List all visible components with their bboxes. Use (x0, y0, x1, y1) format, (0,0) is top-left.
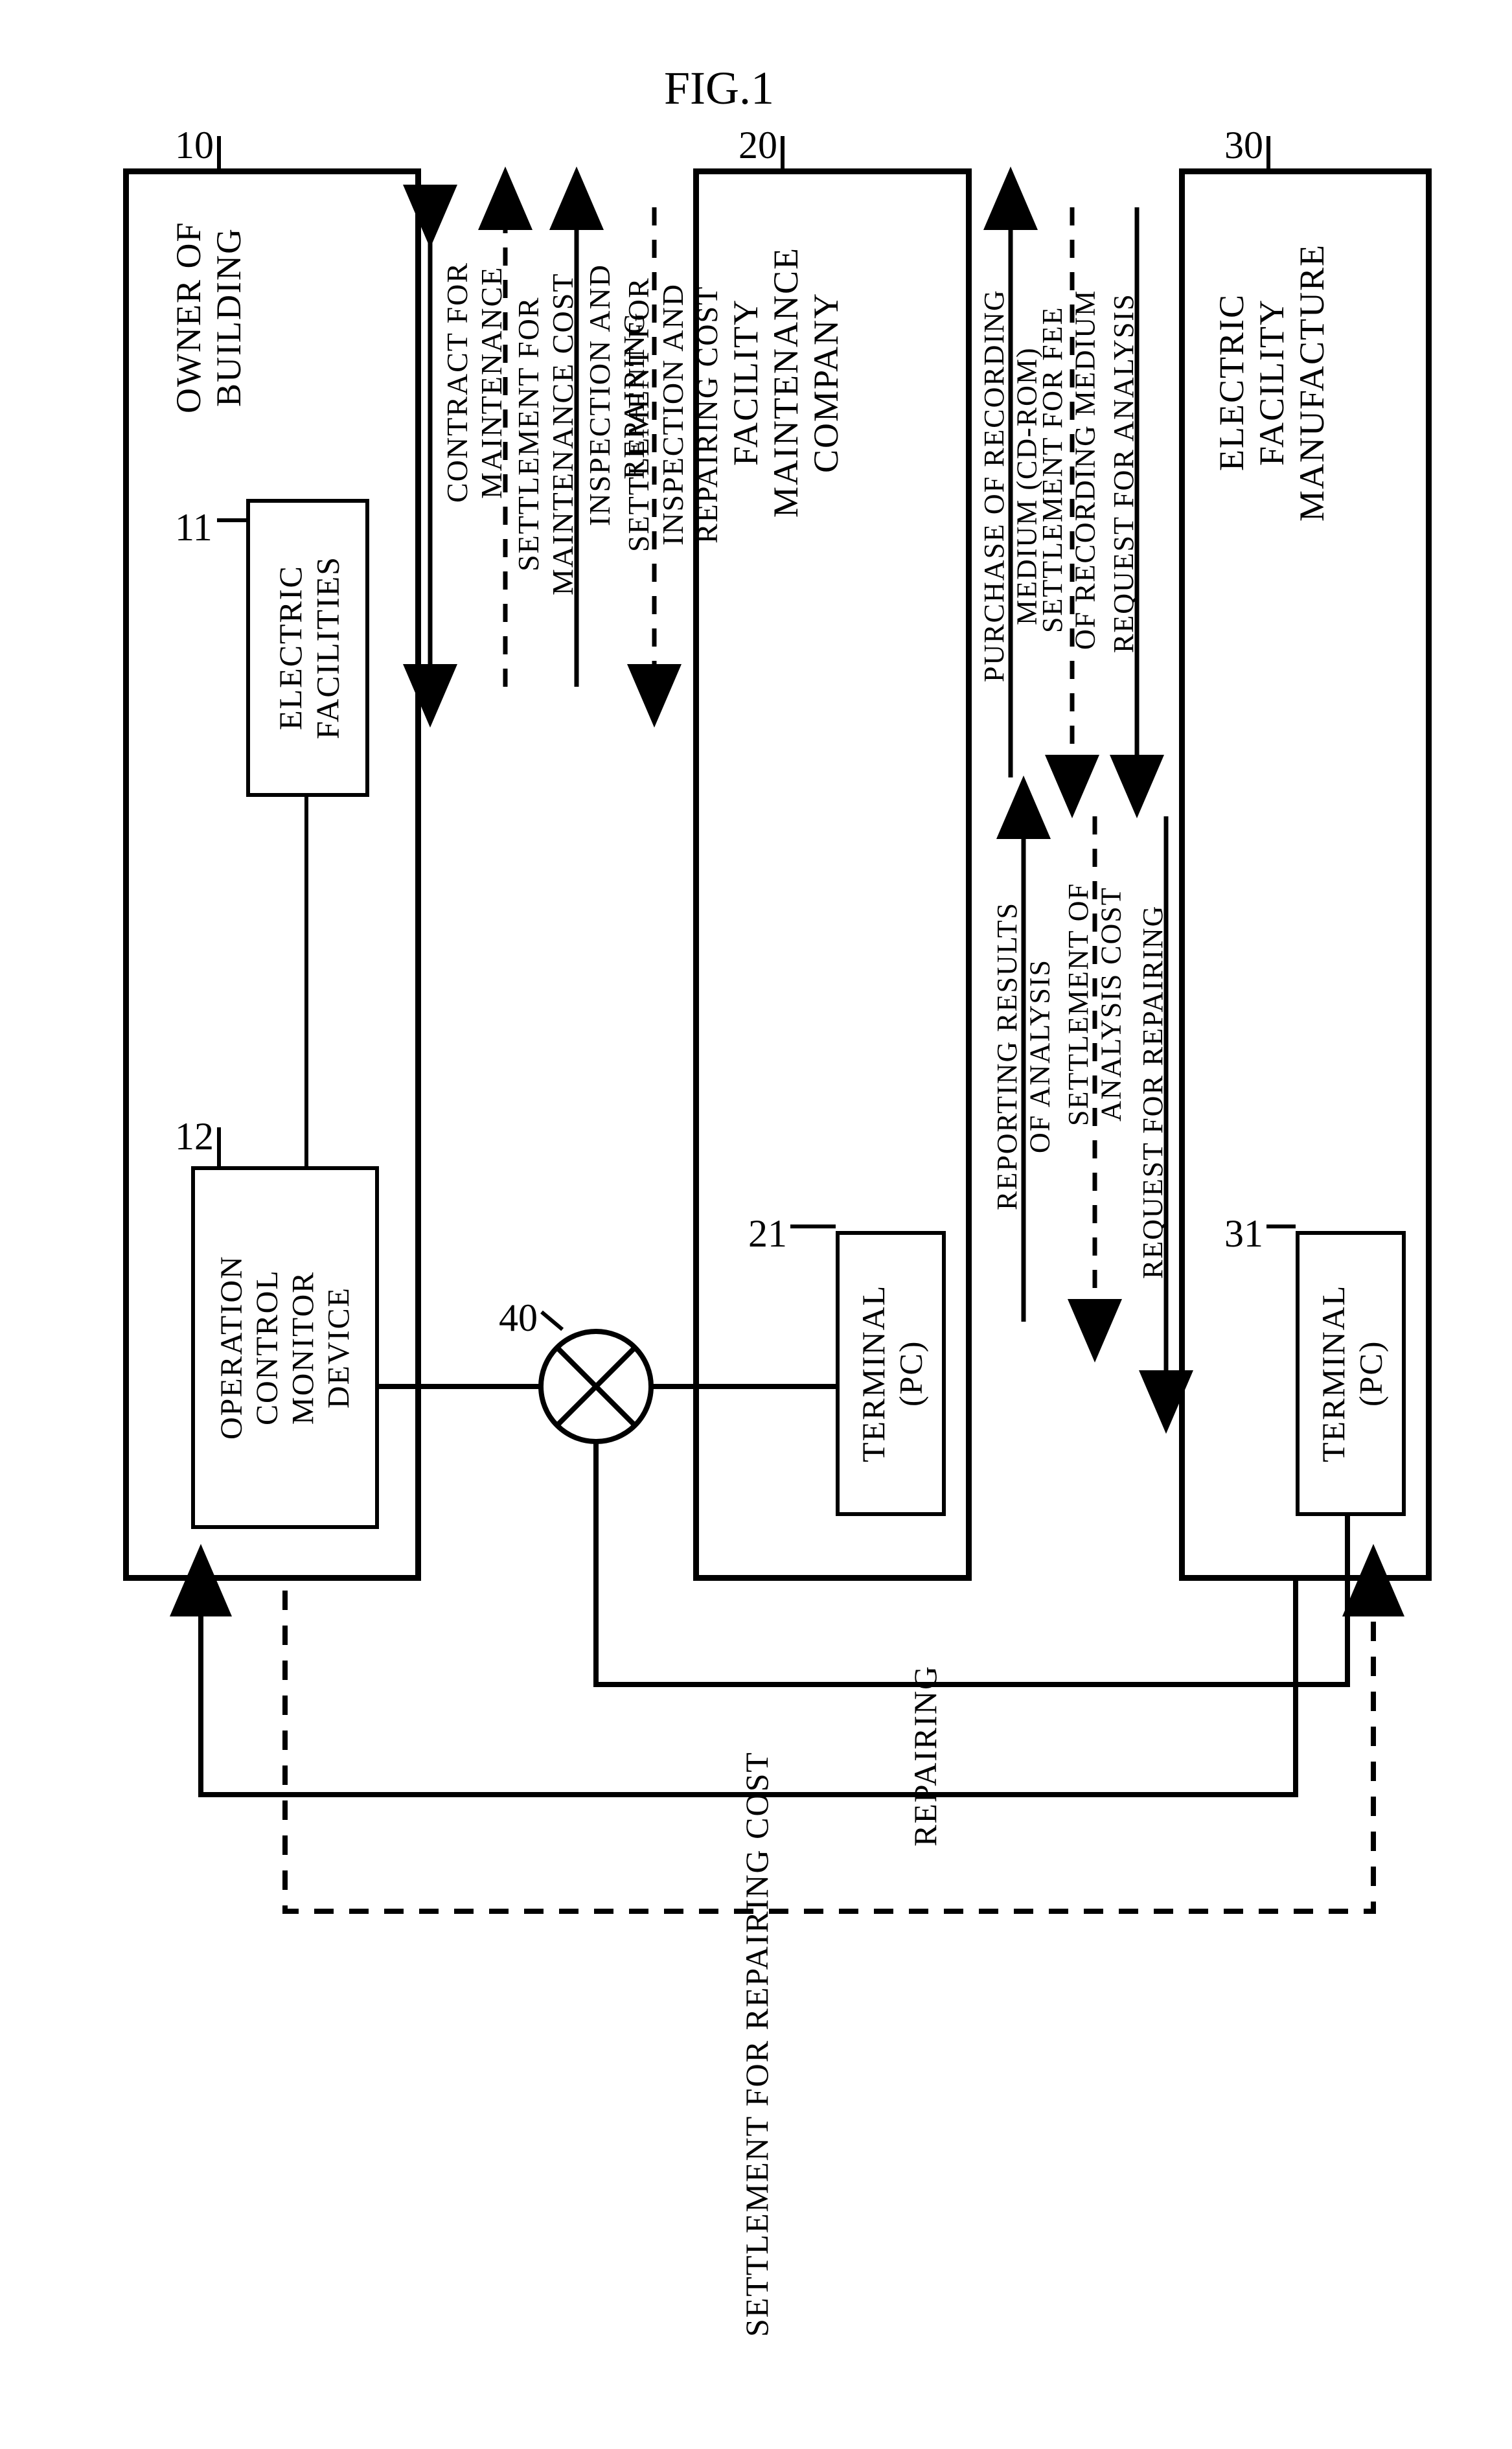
diagram-canvas: FIG.1 10 OWNER OFBUILDING 11 ELECTRICFAC… (0, 0, 1512, 2104)
arrows-svg (0, 0, 1512, 2104)
